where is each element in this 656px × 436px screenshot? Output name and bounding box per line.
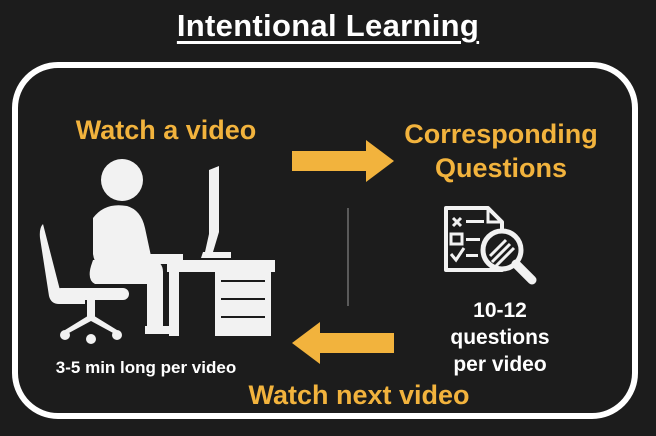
- arrow-left-icon: [292, 322, 394, 364]
- cycle-frame: [12, 62, 638, 419]
- questions-caption-line1: 10-12: [473, 299, 527, 322]
- center-divider: [347, 208, 349, 306]
- watch-caption: 3-5 min long per video: [55, 358, 237, 377]
- questions-label-line2: Questions: [434, 153, 568, 183]
- questions-caption-line2: questions: [450, 326, 550, 349]
- watch-video-label: Watch a video: [75, 115, 257, 145]
- person-at-computer-icon: [39, 159, 275, 344]
- watch-next-label: Watch next video: [248, 380, 470, 410]
- diagram-title: Intentional Learning: [176, 8, 480, 43]
- checklist-magnifier-icon: [444, 206, 537, 285]
- arrow-right-icon: [292, 140, 394, 182]
- questions-caption-line3: per video: [453, 353, 547, 376]
- questions-label-line1: Corresponding: [404, 119, 598, 149]
